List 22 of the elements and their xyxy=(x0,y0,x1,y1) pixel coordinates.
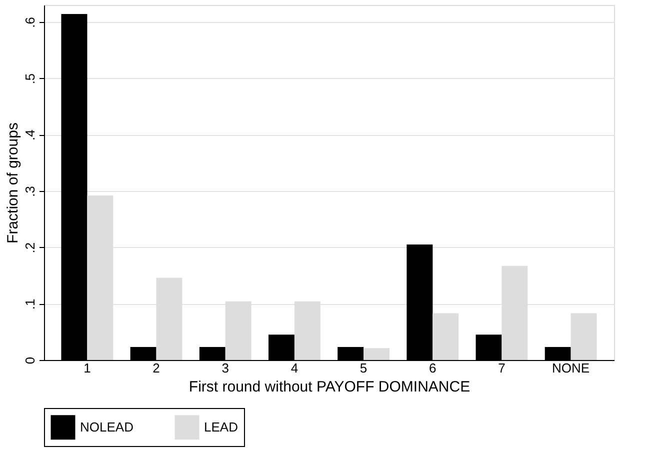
y-tick-label: .3 xyxy=(22,186,38,197)
x-tick-label: 3 xyxy=(222,360,229,376)
legend-label: NOLEAD xyxy=(80,419,134,434)
x-tick-label: 7 xyxy=(498,360,506,376)
y-tick-label: .4 xyxy=(22,130,38,141)
x-tick-label: 5 xyxy=(360,360,368,376)
y-tick-label: .1 xyxy=(22,298,38,310)
y-tick-label: 0 xyxy=(22,356,38,364)
bar xyxy=(570,313,597,360)
x-tick-label: 1 xyxy=(84,360,91,376)
x-tick-label: 6 xyxy=(429,360,436,376)
y-tick-label: .6 xyxy=(22,16,38,28)
x-tick-label: NONE xyxy=(552,360,590,376)
x-tick-label: 4 xyxy=(290,360,298,376)
y-tick-label: .5 xyxy=(22,73,38,84)
y-axis-title: Fraction of groups xyxy=(4,122,22,244)
x-tick-label: 2 xyxy=(152,360,160,376)
legend-label: LEAD xyxy=(204,419,238,434)
x-axis-title: First round without PAYOFF DOMINANCE xyxy=(188,378,470,396)
y-tick-label: .2 xyxy=(22,242,38,254)
bar xyxy=(432,313,459,360)
bar xyxy=(364,348,390,360)
